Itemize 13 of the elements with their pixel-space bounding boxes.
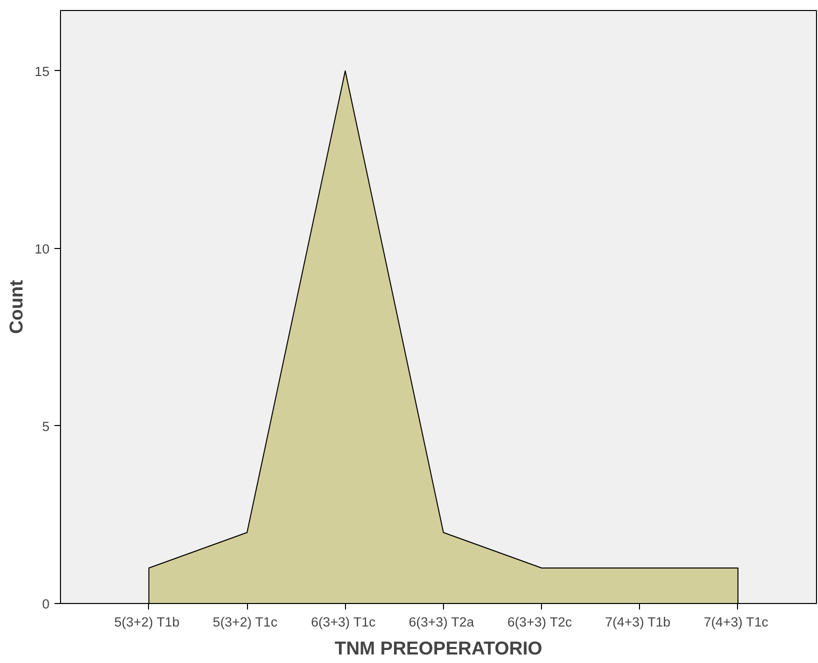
y-tick-label: 10 <box>34 241 50 256</box>
y-tick-label: 15 <box>34 64 50 79</box>
x-tick-label: 7(4+3) T1c <box>704 614 769 630</box>
x-tick-label: 6(3+3) T2a <box>408 614 475 630</box>
x-tick-label: 6(3+3) T2c <box>507 614 572 630</box>
x-tick-label: 5(3+2) T1b <box>114 614 180 630</box>
x-tick-label: 7(4+3) T1b <box>605 614 670 630</box>
x-axis-title: TNM PREOPERATORIO <box>334 638 542 658</box>
y-tick-label: 5 <box>42 418 50 434</box>
x-tick-label: 5(3+2) T1c <box>212 614 278 630</box>
y-tick-label: 0 <box>42 596 50 612</box>
y-axis-title: Count <box>6 280 27 334</box>
x-tick-label: 6(3+3) T1c <box>310 614 376 630</box>
